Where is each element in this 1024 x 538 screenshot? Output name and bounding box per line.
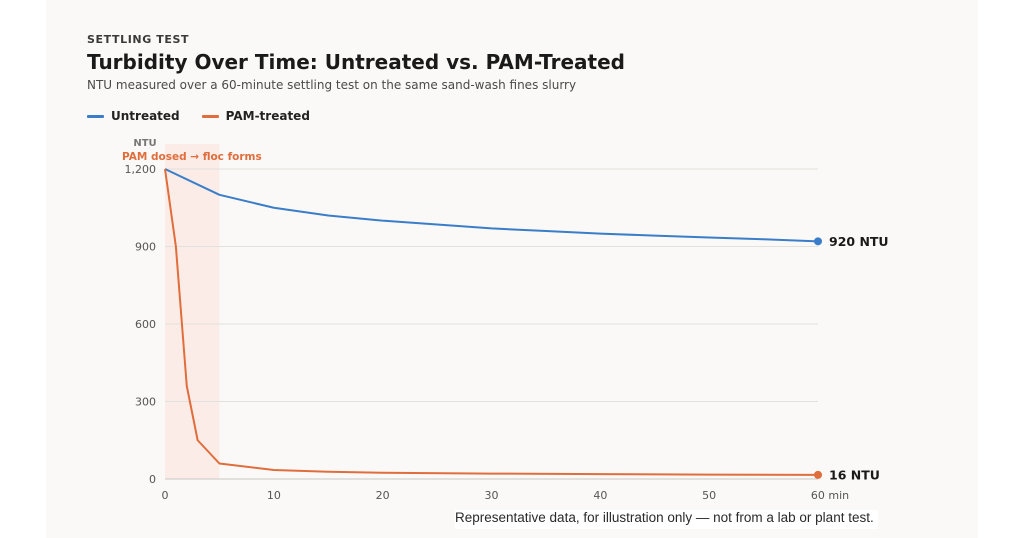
y-axis-label: NTU [133,138,156,149]
x-tick-label: 40 [593,489,607,502]
x-tick-label: 20 [376,489,390,502]
legend-label-untreated: Untreated [111,109,180,123]
footnote: Representative data, for illustration on… [455,510,878,529]
legend-item-untreated: Untreated [87,109,180,123]
end-point-treated [814,470,822,479]
legend-swatch-treated [201,114,219,118]
chart-subtitle: NTU measured over a 60-minute settling t… [87,78,577,92]
chart-title: Turbidity Over Time: Untreated vs. PAM-T… [87,50,625,74]
end-label-untreated: 920 NTU [829,234,889,249]
legend-label-treated: PAM-treated [225,109,310,123]
x-tick-label: 30 [485,489,499,502]
series-line-treated [164,168,819,476]
y-tick-label: 600 [135,318,156,331]
x-tick-label: 10 [267,489,281,502]
end-label-treated: 16 NTU [829,467,880,482]
y-tick-label: 300 [135,396,156,409]
chart-legend: Untreated PAM-treated [87,109,310,123]
end-point-untreated [814,237,822,246]
y-tick-label: 900 [135,241,156,254]
x-tick-label: 60 min [811,489,849,502]
x-tick-label: 0 [162,489,169,502]
legend-swatch-untreated [87,114,104,118]
legend-item-treated: PAM-treated [201,109,310,123]
dosing-annotation: PAM dosed → floc forms [122,151,262,163]
x-tick-label: 50 [702,489,716,502]
y-tick-label: 1,200 [125,163,157,176]
y-tick-label: 0 [149,473,156,486]
dosing-region [165,144,220,479]
chart-eyebrow: SETTLING TEST [87,33,190,46]
series-line-untreated [164,168,819,243]
